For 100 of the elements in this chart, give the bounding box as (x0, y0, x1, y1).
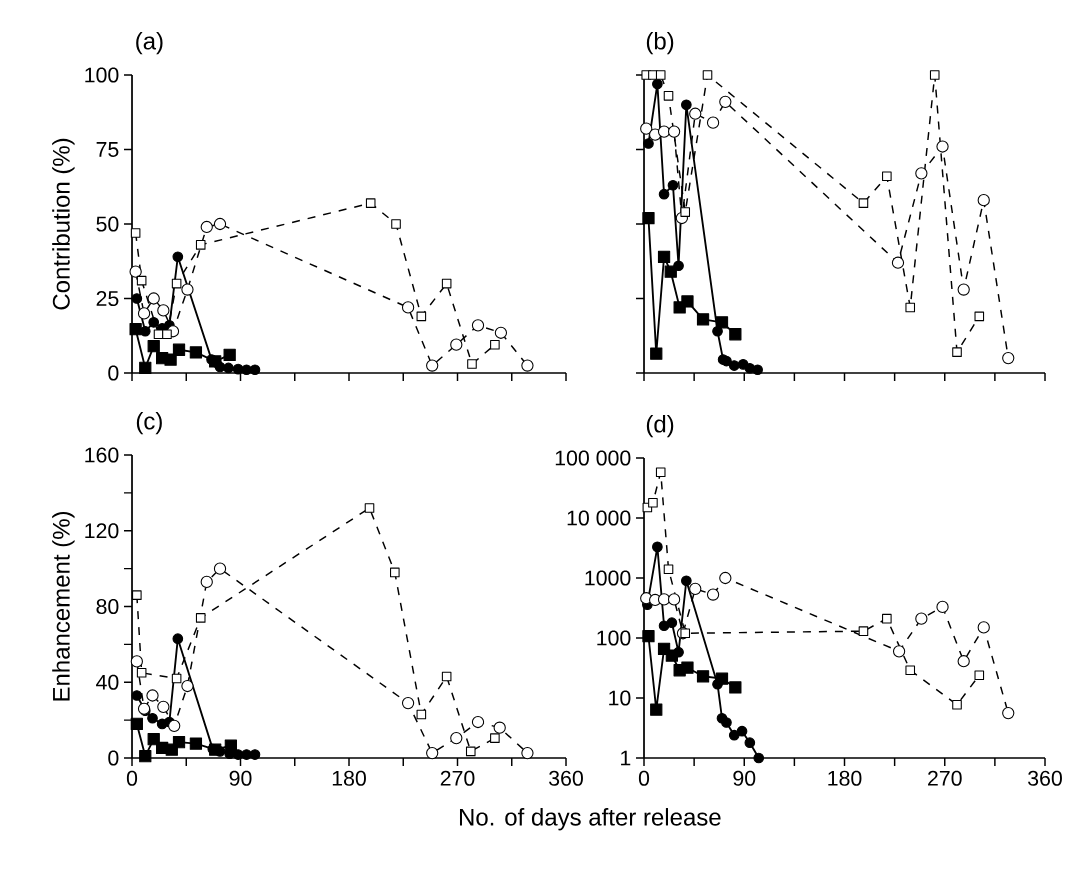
chart-title: (d) (646, 414, 674, 438)
point (181, 283, 194, 296)
point (652, 541, 663, 553)
point (490, 733, 500, 743)
point (681, 99, 692, 111)
point (493, 721, 506, 734)
point (715, 672, 729, 685)
point (172, 633, 184, 645)
point (643, 138, 654, 149)
point (696, 313, 710, 326)
y-tick-label: 160 (85, 447, 119, 463)
point (957, 655, 970, 668)
x-tick-label: 270 (440, 770, 475, 786)
point (882, 613, 892, 624)
x-tick-label: 180 (828, 770, 862, 786)
point (416, 709, 427, 720)
point (171, 278, 182, 289)
y-tick-label: 50 (96, 216, 119, 232)
point (665, 649, 678, 662)
point (858, 626, 869, 636)
point (858, 198, 869, 208)
y-tick-label: 100 000 (555, 450, 631, 466)
y-tick-label: 10 000 (567, 510, 631, 526)
point (681, 295, 694, 308)
point (729, 681, 742, 694)
point (467, 359, 477, 369)
point (664, 265, 677, 278)
point (139, 749, 152, 763)
point (129, 323, 142, 336)
point (744, 737, 756, 749)
point (200, 575, 213, 589)
point (648, 497, 658, 508)
point (136, 667, 147, 678)
point (441, 278, 452, 289)
point (721, 717, 732, 728)
chart-title: (a) (136, 31, 163, 55)
point (640, 122, 653, 135)
point (663, 564, 674, 575)
point (157, 304, 170, 317)
point (752, 364, 763, 376)
point (223, 362, 234, 374)
point (642, 211, 655, 225)
y-tick-label: 1 (621, 750, 631, 766)
point (666, 617, 678, 629)
y-axis-title: Contribution (%) (52, 138, 75, 310)
point (753, 752, 765, 764)
point (241, 749, 252, 760)
point (892, 645, 906, 658)
point (136, 275, 147, 286)
point (936, 140, 949, 153)
point (147, 712, 158, 724)
point (650, 347, 663, 360)
y-tick-label: 40 (96, 674, 119, 690)
point (706, 116, 720, 129)
point (426, 746, 439, 760)
point (130, 228, 141, 238)
point (957, 283, 970, 296)
point (147, 292, 160, 305)
point (416, 311, 427, 322)
point (977, 194, 990, 207)
y-tick-label: 100 (597, 630, 631, 646)
point (450, 731, 463, 745)
point (132, 590, 142, 600)
point (130, 655, 143, 668)
x-axis-title: No. of days after release (459, 808, 721, 831)
x-tick-label: 360 (549, 770, 583, 786)
point (213, 562, 227, 575)
point (223, 348, 236, 361)
point (162, 329, 172, 340)
x-tick-label: 270 (928, 770, 962, 786)
point (365, 198, 376, 208)
point (494, 326, 508, 339)
point (171, 673, 182, 684)
point (657, 250, 671, 263)
point (181, 679, 194, 693)
point (680, 628, 691, 639)
point (148, 317, 160, 328)
y-tick-label: 100 (85, 67, 119, 83)
point (450, 338, 463, 351)
point (736, 725, 748, 737)
point (702, 70, 713, 80)
point (657, 125, 671, 138)
point (905, 302, 916, 313)
point (521, 359, 534, 372)
y-axis-title: Enhancement (%) (52, 511, 75, 701)
point (146, 689, 159, 702)
point (663, 91, 674, 101)
y-tick-label: 1000 (585, 570, 631, 586)
x-tick-label: 0 (638, 770, 650, 786)
point (905, 665, 916, 676)
chart-title: (b) (646, 31, 674, 55)
point (364, 503, 375, 513)
point (471, 319, 485, 332)
point (241, 364, 252, 376)
point (667, 593, 681, 606)
point (164, 353, 177, 366)
point (465, 746, 476, 757)
point (882, 171, 892, 182)
point (249, 364, 261, 376)
point (952, 700, 962, 710)
